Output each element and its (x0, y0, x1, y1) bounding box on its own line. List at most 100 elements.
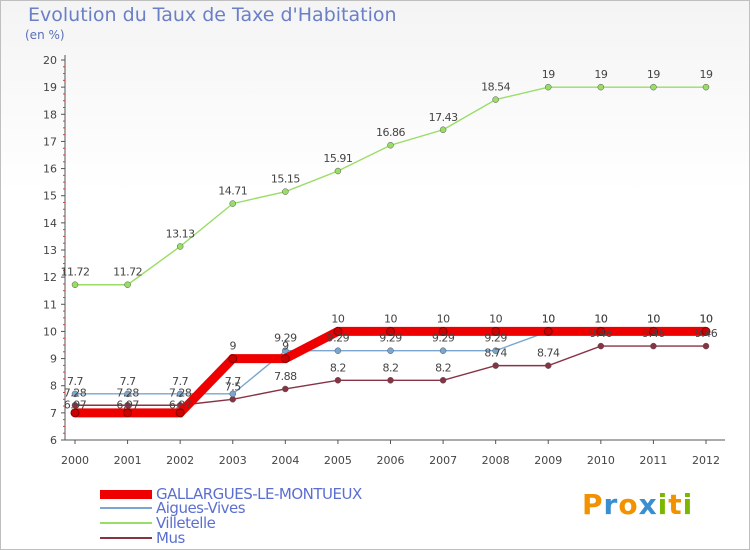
point-gallargues (701, 326, 711, 336)
data-label-mus: 7.88 (274, 370, 297, 383)
data-label-gallargues: 10 (384, 312, 397, 325)
data-label-mus: 7.5 (225, 380, 241, 393)
point-villetelle (439, 126, 447, 134)
proxiti-logo: Proxiti (582, 488, 693, 521)
data-label-aigues-vives: 9.29 (432, 332, 455, 345)
point-mus (650, 342, 657, 350)
data-label-villetelle: 11.72 (61, 266, 90, 279)
data-label-villetelle: 14.71 (218, 185, 247, 198)
legend-label-villetelle: Villetelle (156, 514, 216, 532)
legend-item-mus: Mus (100, 529, 185, 547)
point-villetelle (334, 167, 342, 175)
y-tick-label: 15 (43, 190, 57, 203)
point-gallargues (491, 326, 501, 336)
x-tick-label: 2000 (61, 454, 89, 467)
chart-unit: (en %) (25, 28, 65, 42)
data-label-gallargues: 9 (282, 340, 289, 353)
x-tick-label: 2008 (482, 454, 510, 467)
y-tick-label: 18 (43, 108, 57, 121)
data-label-gallargues: 10 (647, 312, 660, 325)
data-label-aigues-vives: 10 (594, 312, 607, 325)
logo-letter: P (582, 488, 604, 521)
point-villetelle (545, 83, 552, 91)
data-label-mus: 7.28 (64, 386, 87, 399)
data-label-villetelle: 17.43 (429, 111, 458, 124)
data-label-villetelle: 13.13 (166, 227, 195, 240)
point-aigues-vives (492, 347, 499, 354)
data-label-villetelle: 19 (647, 68, 660, 81)
data-label-mus: 8.2 (383, 361, 399, 374)
x-tick-label: 2004 (271, 454, 299, 467)
y-tick-label: 6 (50, 434, 57, 447)
data-label-mus: 7.28 (116, 386, 139, 399)
point-villetelle (124, 281, 131, 288)
y-tick-label: 8 (50, 380, 57, 393)
point-mus (439, 377, 447, 384)
logo-letter: i (682, 488, 694, 521)
point-aigues-vives (176, 390, 184, 398)
point-gallargues (386, 326, 395, 336)
logo-letter: i (657, 488, 669, 521)
point-aigues-vives (229, 390, 236, 398)
data-label-villetelle: 19 (542, 68, 555, 81)
data-label-villetelle: 16.86 (376, 126, 405, 139)
point-mus (334, 377, 342, 384)
x-tick-label: 2012 (692, 454, 720, 467)
point-aigues-vives (387, 347, 394, 354)
point-villetelle (650, 83, 657, 91)
logo-letter: t (668, 488, 683, 521)
data-label-gallargues: 10 (437, 312, 450, 325)
data-label-mus: 9.46 (642, 327, 665, 340)
data-label-mus: 9.46 (695, 327, 718, 340)
point-gallargues (123, 408, 133, 418)
point-gallargues (70, 408, 80, 418)
point-aigues-vives (439, 347, 447, 354)
data-label-villetelle: 19 (700, 68, 713, 81)
y-tick-label: 13 (43, 244, 57, 257)
data-label-gallargues: 10 (700, 312, 713, 325)
x-tick-label: 2007 (429, 454, 457, 467)
y-tick-label: 9 (50, 353, 57, 366)
y-tick-label: 11 (43, 298, 57, 311)
legend-label-aigues-vives: Aigues-Vives (156, 499, 246, 517)
data-label-villetelle: 15.15 (271, 173, 300, 186)
data-label-extra: 6.97 (64, 398, 87, 411)
point-mus (545, 362, 552, 369)
legend-item-aigues-vives: Aigues-Vives (100, 499, 246, 517)
data-label-gallargues: 10 (542, 312, 555, 325)
chart-title: Evolution du Taux de Taxe d'Habitation (28, 4, 397, 26)
point-gallargues (280, 354, 290, 364)
point-gallargues (175, 408, 185, 418)
point-mus (597, 342, 605, 350)
point-villetelle (387, 141, 394, 149)
data-label-gallargues: 9 (230, 340, 237, 353)
data-label-villetelle: 11.72 (113, 266, 142, 279)
point-mus (492, 362, 499, 369)
point-villetelle (71, 281, 79, 288)
data-label-mus: 9.46 (590, 327, 613, 340)
y-tick-label: 10 (43, 325, 57, 338)
point-gallargues (333, 326, 343, 336)
legend-label-gallargues: GALLARGUES-LE-MONTUEUX (156, 485, 362, 503)
legend-swatch-mus (100, 537, 152, 539)
data-label-mus: 8.74 (484, 347, 507, 360)
data-label-aigues-vives: 7.7 (120, 375, 136, 388)
data-label-aigues-vives: 10 (542, 312, 555, 325)
logo-letter: r (603, 488, 619, 521)
data-label-aigues-vives: 9.29 (484, 332, 507, 345)
point-gallargues (228, 354, 238, 364)
data-label-gallargues: 10 (594, 312, 607, 325)
point-villetelle (229, 200, 236, 207)
point-mus (124, 402, 131, 409)
legend-swatch-gallargues (100, 489, 152, 499)
series-line-villetelle (75, 86, 706, 286)
data-label-aigues-vives: 9.29 (327, 332, 350, 345)
point-mus (71, 402, 79, 409)
legend-swatch-villetelle (100, 522, 152, 524)
point-mus (229, 396, 236, 403)
data-label-aigues-vives: 9.29 (379, 332, 402, 345)
data-label-mus: 8.2 (435, 361, 451, 374)
data-label-aigues-vives: 10 (700, 312, 713, 325)
y-tick-label: 14 (43, 217, 57, 230)
